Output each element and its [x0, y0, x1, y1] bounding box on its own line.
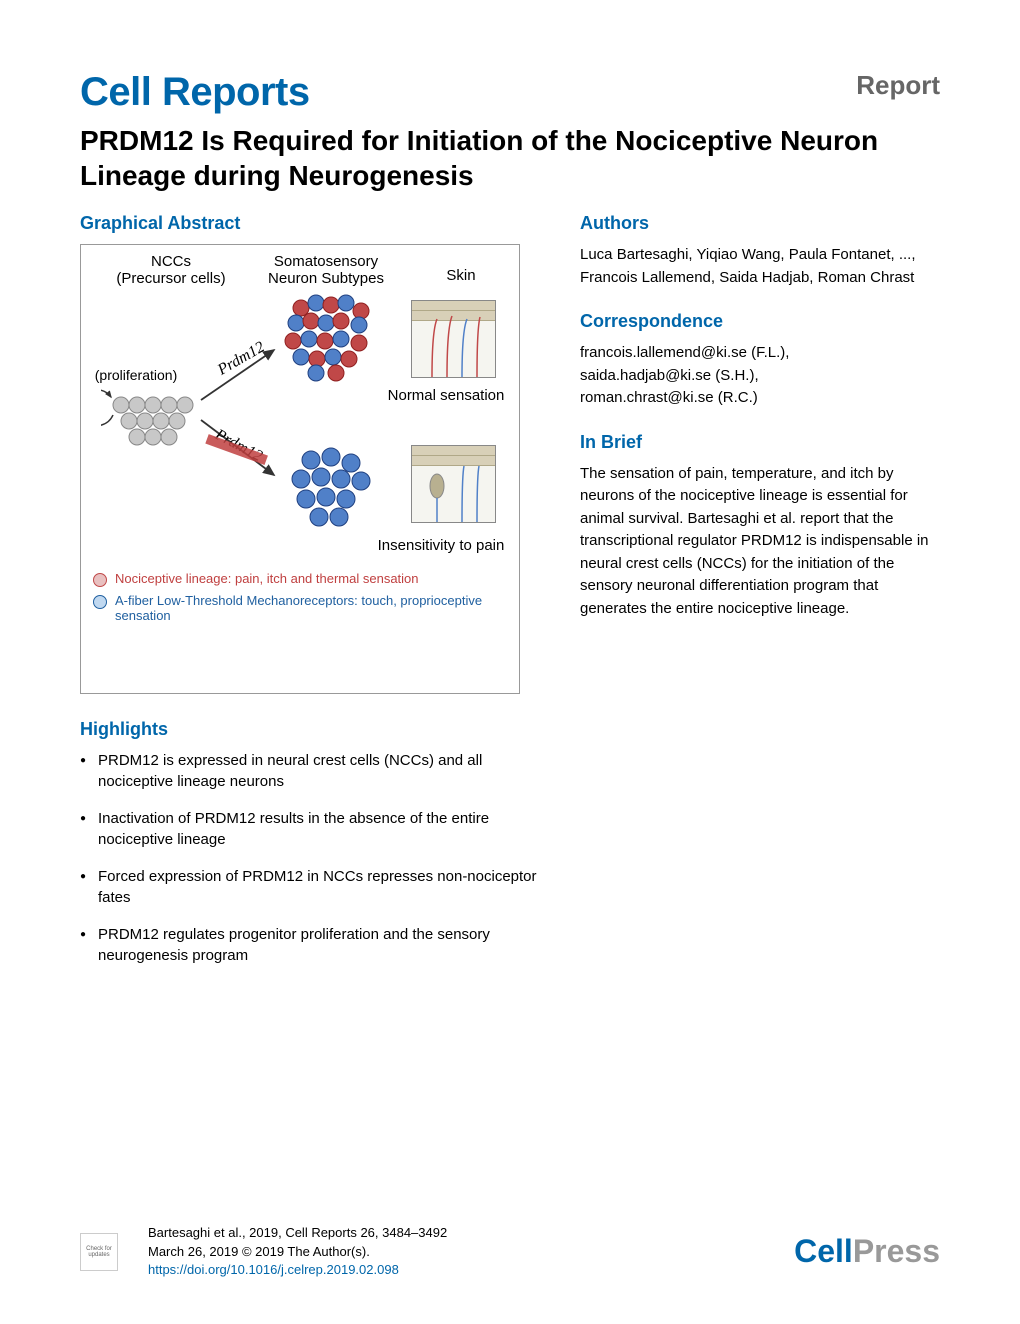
inbrief-text: The sensation of pain, temperature, and …: [580, 463, 940, 621]
blue-cells-icon: [292, 448, 370, 526]
highlight-item: PRDM12 regulates progenitor proliferatio…: [80, 924, 550, 966]
article-title: PRDM12 Is Required for Initiation of the…: [80, 123, 940, 193]
correspondence-heading: Correspondence: [580, 311, 940, 332]
left-column: Graphical Abstract NCCs (Precursor cells…: [80, 213, 550, 982]
label-skin: Skin: [431, 267, 491, 284]
label-normal: Normal sensation: [371, 387, 521, 404]
gray-cells-icon: [113, 397, 193, 445]
legend-blue-dot-icon: [93, 595, 107, 609]
precursor-cluster: [101, 385, 211, 460]
cellpress-logo: CellPress: [794, 1233, 940, 1270]
label-somatosensory: Somatosensory Neuron Subtypes: [261, 253, 391, 287]
logo-cell: Cell: [794, 1233, 853, 1269]
correspondence-email[interactable]: saida.hadjab@ki.se (S.H.),: [580, 365, 940, 388]
legend-mechanoreceptor: A-fiber Low-Threshold Mechanoreceptors: …: [93, 593, 507, 623]
correspondence-email[interactable]: francois.lallemend@ki.se (F.L.),: [580, 342, 940, 365]
inbrief-heading: In Brief: [580, 432, 940, 453]
check-updates-badge[interactable]: Check for updates: [80, 1233, 118, 1271]
legend-nociceptive: Nociceptive lineage: pain, itch and ther…: [93, 571, 507, 587]
figure-legend: Nociceptive lineage: pain, itch and ther…: [93, 565, 507, 623]
skin-ko: [411, 445, 496, 523]
graphical-abstract-figure: NCCs (Precursor cells) Somatosensory Neu…: [80, 244, 520, 694]
graphical-abstract-heading: Graphical Abstract: [80, 213, 550, 234]
footer: Check for updates Bartesaghi et al., 201…: [80, 1224, 940, 1279]
label-nccs: NCCs (Precursor cells): [111, 253, 231, 287]
authors-list: Luca Bartesaghi, Yiqiao Wang, Paula Font…: [580, 244, 940, 289]
logo-press: Press: [853, 1233, 940, 1269]
doi-link[interactable]: https://doi.org/10.1016/j.celrep.2019.02…: [148, 1261, 447, 1279]
main-content: Graphical Abstract NCCs (Precursor cells…: [80, 213, 940, 982]
label-proliferation: (proliferation): [86, 367, 186, 383]
highlights-heading: Highlights: [80, 719, 550, 740]
authors-heading: Authors: [580, 213, 940, 234]
skin-normal: [411, 300, 496, 378]
correspondence-list: francois.lallemend@ki.se (F.L.), saida.h…: [580, 342, 940, 410]
citation-line: March 26, 2019 © 2019 The Author(s).: [148, 1243, 447, 1261]
proliferation-arrow-icon: [101, 390, 113, 426]
mixed-cells-icon: [285, 295, 369, 381]
label-insensitivity: Insensitivity to pain: [361, 537, 521, 554]
cluster-normal: [281, 293, 381, 383]
correspondence-email[interactable]: roman.chrast@ki.se (R.C.): [580, 387, 940, 410]
highlight-item: Forced expression of PRDM12 in NCCs repr…: [80, 866, 550, 908]
highlight-item: Inactivation of PRDM12 results in the ab…: [80, 808, 550, 850]
citation-line: Bartesaghi et al., 2019, Cell Reports 26…: [148, 1224, 447, 1242]
citation-block: Bartesaghi et al., 2019, Cell Reports 26…: [148, 1224, 447, 1279]
highlights-section: Highlights PRDM12 is expressed in neural…: [80, 719, 550, 966]
cluster-ko: [281, 445, 381, 535]
highlight-item: PRDM12 is expressed in neural crest cell…: [80, 750, 550, 792]
highlights-list: PRDM12 is expressed in neural crest cell…: [80, 750, 550, 966]
legend-red-dot-icon: [93, 573, 107, 587]
report-label: Report: [856, 70, 940, 101]
footer-left: Check for updates Bartesaghi et al., 201…: [80, 1224, 447, 1279]
header-row: Cell Reports Report: [80, 70, 940, 115]
right-column: Authors Luca Bartesaghi, Yiqiao Wang, Pa…: [580, 213, 940, 982]
journal-name: Cell Reports: [80, 70, 310, 115]
